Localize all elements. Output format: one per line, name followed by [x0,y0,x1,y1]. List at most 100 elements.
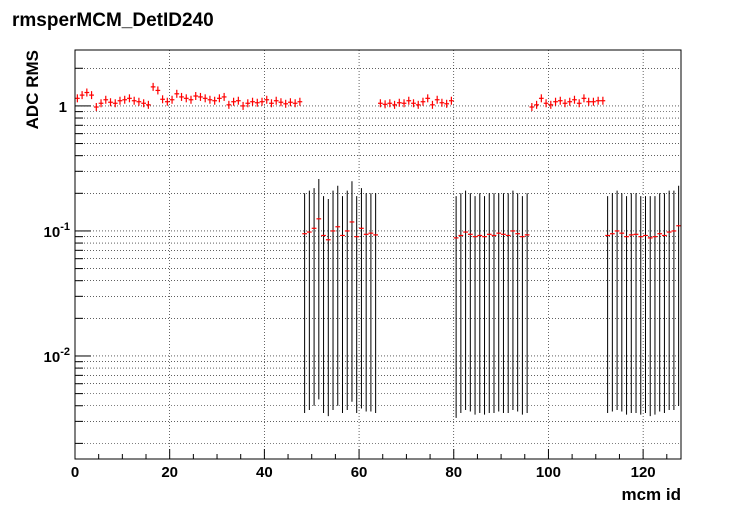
data-point [557,96,563,105]
chart-title: rmsperMCM_DetID240 [12,10,214,31]
data-point [79,91,85,100]
data-point [378,99,383,108]
data-point [221,92,227,101]
y-tick-base: 10 [44,224,61,241]
data-point [217,94,222,103]
data-point [283,99,289,108]
data-point [425,94,431,103]
data-point [396,98,402,107]
data-point [155,86,161,95]
y-axis-label: ADC RMS [23,50,42,129]
data-point [117,96,123,105]
data-point [235,96,241,105]
data-point [174,89,180,98]
data-point [278,98,284,107]
data-point [84,88,90,97]
data-point [548,100,554,109]
data-point [207,95,213,104]
data-point [131,96,137,105]
x-axis-tick-labels: 0 20 40 60 80 100 120 [71,464,656,481]
data-point [401,99,407,108]
data-point [188,95,194,104]
y-tick-exponent: -2 [60,346,70,358]
data-point [586,97,592,106]
data-point [567,97,573,106]
data-point [136,97,142,106]
data-point [103,95,109,104]
data-point [406,96,412,105]
error-bars [304,179,680,418]
data-point [411,99,416,108]
data-point [127,94,132,103]
data-point [595,96,601,105]
data-point [254,98,260,107]
data-point [576,99,582,108]
data-point [420,97,426,106]
y-axis-tick-labels: 1 10-1 10-2 [44,99,70,366]
data-point [387,99,393,108]
data-point [179,92,184,101]
data-point [89,91,94,100]
data-point [534,100,539,109]
data-point [198,92,203,101]
data-point [292,99,298,108]
data-point [591,97,596,106]
data-point [231,97,236,106]
x-tick-label: 100 [536,464,561,481]
data-point [250,97,255,106]
data-point [146,100,151,109]
data-point [382,100,388,109]
grid [74,50,681,459]
y-tick-base: 1 [59,99,67,116]
data-point [245,99,251,108]
data-point [444,99,450,108]
data-point [169,95,175,104]
data-point [98,99,104,108]
x-axis-label: mcm id [621,485,681,504]
x-tick-label: 20 [161,464,178,481]
data-point [600,96,606,105]
data-point [439,98,445,107]
y-tick-label: 10-2 [44,346,70,366]
data-point [202,94,208,103]
data-point [240,101,246,110]
y-tick-base: 10 [44,349,61,366]
data-point [572,95,577,104]
y-tick-label: 1 [59,99,67,116]
data-point [273,96,279,105]
data-point [415,100,421,109]
x-tick-label: 80 [445,464,462,481]
x-tick-label: 0 [71,464,79,481]
data-point [212,96,218,105]
data-point [297,97,303,106]
data-point [93,103,99,112]
plot-frame [74,49,682,460]
data-point [183,94,189,103]
data-point [141,99,147,108]
data-point [288,98,293,107]
data-point [75,94,80,103]
data-point [108,98,113,107]
data-point [553,97,558,106]
data-point [543,99,549,108]
data-point [259,97,265,106]
data-point [226,100,232,109]
x-tick-label: 60 [351,464,368,481]
data-point [112,99,118,108]
axis-ticks [74,67,668,459]
data-markers [75,82,681,241]
data-point [434,95,440,104]
data-point [160,95,165,104]
data-point [538,94,544,103]
data-point [193,92,199,101]
y-tick-exponent: -1 [60,221,70,233]
y-tick-label: 10-1 [44,221,70,241]
data-point [150,82,156,91]
x-tick-label: 40 [256,464,273,481]
data-point [264,95,270,104]
data-point [269,99,274,108]
x-tick-label: 120 [631,464,656,481]
data-point [581,94,587,103]
data-point [449,96,454,105]
